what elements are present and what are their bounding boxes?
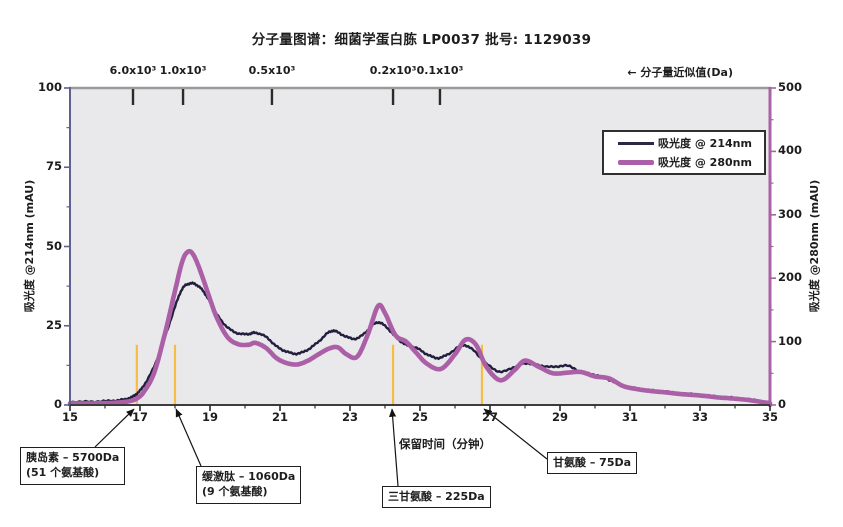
y-left-tick-label-100: 100	[37, 80, 62, 94]
y-right-tick-label-100: 100	[778, 333, 803, 348]
legend-line-214nm-icon	[618, 141, 654, 145]
annotation-insulin: 胰岛素 – 5700Da (51 个氨基酸)	[20, 447, 126, 485]
mw-tick-label: 6.0x10³	[109, 64, 157, 77]
x-tick-label-15: 15	[61, 410, 78, 424]
y-right-tick-label-200: 200	[778, 270, 803, 285]
legend-line-280nm-icon	[618, 159, 654, 165]
annotation-arrow	[483, 408, 548, 460]
mw-tick-label: 1.0x10³	[159, 64, 207, 77]
legend-item-214nm: 吸光度 @ 214nm	[618, 135, 764, 151]
annotation-bradykinin: 缓激肽 – 1060Da (9 个氨基酸)	[196, 466, 302, 504]
x-tick-label-29: 29	[551, 410, 568, 424]
mw-tick-label: 0.5x10³	[248, 64, 296, 77]
annotation-arrow	[389, 408, 399, 487]
mw-tick-label: 0.1x10³	[416, 64, 464, 77]
y-left-tick-label-25: 25	[45, 317, 62, 332]
annotation-bradykinin-line1: 缓激肽 – 1060Da	[202, 470, 296, 483]
annotation-arrow	[175, 408, 202, 467]
y-right-tick-label-500: 500	[778, 80, 803, 94]
y-left-tick-label-50: 50	[45, 238, 62, 253]
x-tick-label-17: 17	[131, 410, 148, 424]
x-tick-label-23: 23	[341, 410, 358, 424]
series-280nm	[67, 248, 773, 406]
annotation-bradykinin-line2: (9 个氨基酸)	[202, 485, 268, 499]
x-tick-label-33: 33	[691, 410, 708, 424]
legend-label-214nm: 吸光度 @ 214nm	[658, 137, 752, 150]
chart-title: 分子量图谱：细菌学蛋白胨 LP0037 批号: 1129039	[251, 32, 592, 48]
legend: 吸光度 @ 214nm 吸光度 @ 280nm	[602, 130, 766, 175]
x-tick-label-19: 19	[201, 410, 218, 424]
annotation-triglycine: 三甘氨酸 – 225Da	[382, 486, 491, 509]
mw-tick-label: 0.2x10³	[369, 64, 417, 77]
legend-label-280nm: 吸光度 @ 280nm	[658, 156, 752, 169]
y-left-tick-label-0: 0	[53, 397, 62, 411]
y-right-tick-label-400: 400	[778, 143, 803, 158]
y-axis-right-title: 吸光度 @280nm (mAU)	[808, 179, 821, 313]
legend-item-280nm: 吸光度 @ 280nm	[618, 154, 764, 170]
y-left-tick-label-75: 75	[45, 159, 62, 174]
x-axis-title: 保留时间（分钟）	[399, 437, 491, 451]
annotation-arrow	[94, 408, 135, 448]
x-tick-label-27: 27	[481, 410, 498, 424]
x-tick-label-35: 35	[761, 410, 778, 424]
annotation-glycine: 甘氨酸 – 75Da	[547, 452, 638, 475]
x-tick-label-31: 31	[621, 410, 638, 424]
y-right-tick-label-300: 300	[778, 206, 803, 221]
x-tick-label-21: 21	[271, 410, 288, 424]
y-right-tick-label-0: 0	[778, 397, 787, 411]
molecular-weight-axis-label: ← 分子量近似值(Da)	[627, 66, 733, 79]
annotation-insulin-line2: (51 个氨基酸)	[26, 466, 100, 480]
x-tick-label-25: 25	[411, 410, 428, 424]
annotation-insulin-line1: 胰岛素 – 5700Da	[26, 451, 120, 464]
annotation-glycine-line1: 甘氨酸 – 75Da	[553, 456, 632, 469]
annotation-triglycine-line1: 三甘氨酸 – 225Da	[388, 490, 485, 503]
